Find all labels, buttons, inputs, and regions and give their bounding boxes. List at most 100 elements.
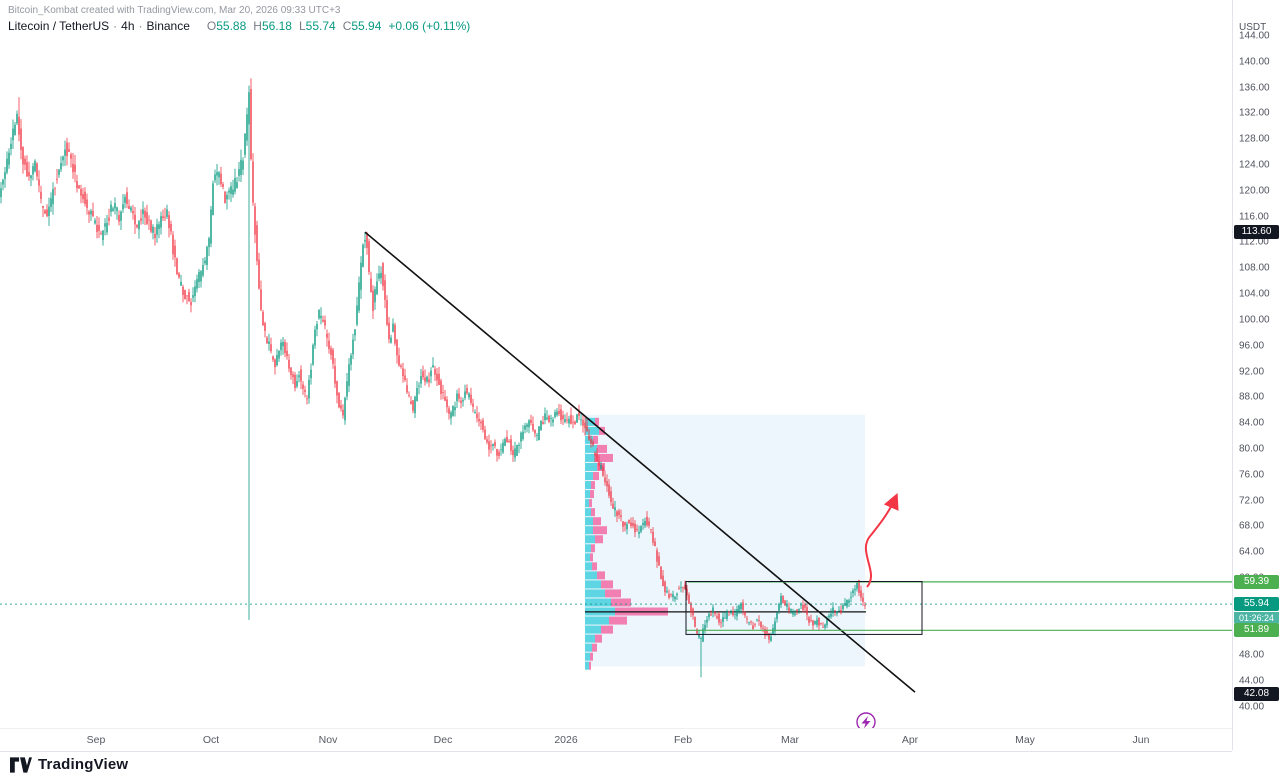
candle-body — [304, 389, 306, 392]
candle-body — [850, 596, 852, 598]
candle-body — [8, 152, 10, 165]
candle-body — [452, 405, 454, 416]
candle-body — [460, 400, 462, 403]
candle-body — [332, 349, 334, 364]
attribution-text: Bitcoin_Kombat created with TradingView.… — [8, 5, 341, 16]
price-tick-label: 80.00 — [1239, 443, 1265, 455]
candle-body — [310, 369, 312, 379]
candle-body — [620, 515, 622, 518]
volume-profile-buy-bar — [585, 535, 595, 544]
candle-body — [420, 376, 422, 384]
legend-separator: · — [138, 19, 143, 33]
candle-body — [678, 588, 680, 590]
candle-body — [486, 439, 488, 443]
candle-body — [368, 241, 370, 273]
candle-body — [518, 444, 520, 446]
candle-body — [444, 396, 446, 401]
candle-body — [84, 191, 86, 204]
candle-body — [564, 419, 566, 422]
candle-body — [174, 245, 176, 258]
candle-body — [224, 191, 226, 203]
candle-body — [366, 233, 368, 248]
price-axis[interactable]: USDT 144.00 140.00 136.00 132.00 128.00 124.0… — [1232, 0, 1280, 750]
candle-body — [668, 594, 670, 598]
candle-body — [864, 604, 866, 606]
time-tick-label: Dec — [433, 734, 453, 746]
candle-body — [714, 612, 716, 614]
candle-body — [484, 429, 486, 440]
candle-body — [294, 374, 296, 389]
interval-label[interactable]: 4h — [121, 19, 135, 33]
price-tick-label: 76.00 — [1239, 469, 1265, 481]
candle-body — [798, 609, 800, 611]
price-tick-label: 88.00 — [1239, 391, 1265, 403]
time-axis[interactable]: Sep Oct Nov Dec 2026 Feb Mar Apr May Jun — [0, 728, 1232, 752]
candle-body — [16, 113, 18, 124]
candle-body — [574, 421, 576, 425]
candle-body — [162, 216, 164, 219]
candle-body — [96, 224, 98, 232]
candle-body — [506, 436, 508, 443]
candle-body — [268, 341, 270, 345]
volume-profile-sell-bar — [590, 652, 593, 661]
volume-profile-buy-bar — [585, 508, 591, 517]
candle-body — [246, 114, 248, 141]
candle-body — [516, 444, 518, 456]
candle-body — [706, 619, 708, 623]
candle-body — [478, 418, 480, 422]
candle-body — [392, 323, 394, 332]
candle-body — [110, 204, 112, 212]
volume-profile-sell-bar — [593, 517, 601, 526]
candle-body — [28, 172, 30, 177]
candle-body — [148, 219, 150, 221]
symbol-legend[interactable]: Litecoin / TetherUS · 4h · Binance O55.88 H56.… — [8, 19, 470, 33]
candle-body — [60, 162, 62, 170]
candle-body — [582, 419, 584, 426]
candle-body — [128, 205, 130, 209]
price-badge-113-60: 113.60 — [1234, 225, 1279, 240]
time-tick-label: Jun — [1132, 734, 1150, 746]
candle-body — [730, 610, 732, 614]
candle-body — [718, 613, 720, 623]
candle-body — [316, 323, 318, 330]
volume-profile-buy-bar — [585, 453, 595, 462]
price-chart[interactable] — [0, 0, 1232, 728]
candle-body — [36, 163, 38, 177]
candle-body — [238, 169, 240, 176]
candle-body — [634, 523, 636, 533]
candle-body — [500, 449, 502, 451]
tradingview-logo[interactable]: TradingView — [10, 756, 128, 773]
candle-body — [544, 413, 546, 421]
drawings-layer[interactable] — [0, 231, 1232, 728]
candle-body — [728, 611, 730, 613]
candle-body — [320, 315, 322, 319]
low-value: 55.74 — [305, 19, 336, 33]
bar-countdown: 01:26:24 — [1234, 612, 1279, 625]
price-tick-label: 84.00 — [1239, 417, 1265, 429]
range-box[interactable] — [685, 581, 923, 635]
close-label: C — [342, 19, 352, 33]
candle-body — [578, 412, 580, 416]
candle-body — [186, 295, 188, 297]
candle-body — [600, 465, 602, 469]
price-tick-label: 120.00 — [1239, 185, 1270, 197]
candle-body — [402, 368, 404, 377]
candle-body — [308, 379, 310, 399]
candle-body — [382, 263, 384, 287]
candle-body — [66, 142, 68, 157]
candle-body — [394, 324, 396, 344]
candle-body — [446, 399, 448, 408]
candle-body — [324, 320, 326, 326]
symbol-name[interactable]: Litecoin / TetherUS — [8, 19, 110, 33]
candle-body — [140, 218, 142, 221]
candle-body — [636, 529, 638, 531]
candle-body — [796, 609, 798, 612]
time-tick-label: Nov — [318, 734, 338, 746]
breakout-arrow[interactable] — [864, 493, 899, 588]
candle-body — [698, 635, 700, 638]
candle-body — [372, 290, 374, 311]
candle-body — [862, 597, 864, 602]
time-tick-label: Mar — [780, 734, 800, 746]
descending-trendline[interactable] — [364, 231, 916, 693]
volume-profile-sell-bar — [597, 571, 605, 580]
